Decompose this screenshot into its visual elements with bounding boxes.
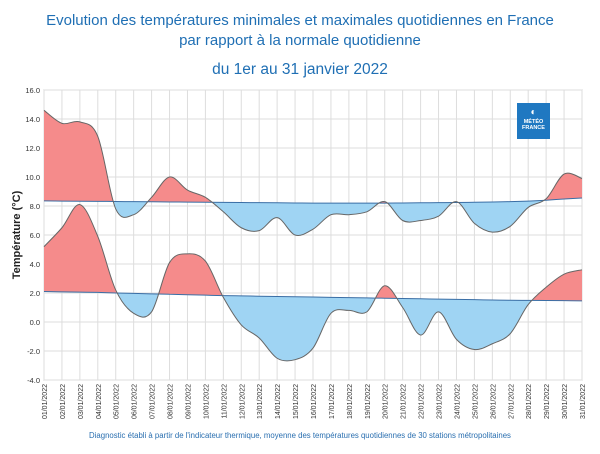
x-tick-label: 17/01/2022 [329, 384, 336, 419]
meteo-france-logo-icon: ◐ MÉTÉO FRANCE [517, 103, 550, 139]
x-tick-label: 03/01/2022 [78, 384, 85, 419]
chart-title-line-1: Evolution des températures minimales et … [46, 12, 554, 29]
logo-line-2: FRANCE [522, 125, 545, 131]
x-tick-label: 26/01/2022 [490, 384, 497, 419]
y-tick-label: 16.0 [25, 86, 40, 95]
x-tick-label: 12/01/2022 [239, 384, 246, 419]
logo-line-1: MÉTÉO [523, 119, 544, 125]
chart-title-line-2: par rapport à la normale quotidienne [179, 32, 421, 49]
axis-layer: -4.0 -2.0 0.0 2.0 4.0 6.0 8.0 10.0 12.0 14.0 16.0 0… [25, 86, 587, 419]
y-axis-label: Température (°C) [11, 190, 23, 279]
x-tick-label: 24/01/2022 [454, 384, 461, 419]
x-tick-label: 13/01/2022 [257, 384, 264, 419]
y-tick-label: -2.0 [27, 347, 40, 356]
y-tick-label: 8.0 [30, 202, 40, 211]
y-tick-label: 2.0 [30, 289, 40, 298]
x-tick-label: 16/01/2022 [311, 384, 318, 419]
tmax-normal-line [43, 197, 583, 204]
x-tick-label: 28/01/2022 [526, 384, 533, 419]
y-tick-label: 10.0 [25, 173, 40, 182]
x-tick-label: 11/01/2022 [221, 384, 228, 419]
x-tick-label: 10/01/2022 [203, 384, 210, 419]
y-tick-label: -4.0 [27, 376, 40, 385]
x-tick-label: 02/01/2022 [60, 384, 67, 419]
x-tick-label: 14/01/2022 [275, 384, 282, 419]
x-tick-label: 05/01/2022 [114, 384, 121, 419]
x-tick-label: 04/01/2022 [96, 384, 103, 419]
tmin-below-normal-area [44, 291, 582, 361]
tmin-series-line [43, 204, 583, 362]
x-tick-label: 06/01/2022 [132, 384, 139, 419]
x-tick-label: 19/01/2022 [365, 384, 372, 419]
tmax-series-line [43, 109, 583, 236]
x-tick-label: 30/01/2022 [562, 384, 569, 419]
x-tick-label: 31/01/2022 [580, 384, 587, 419]
x-tick-label: 15/01/2022 [293, 384, 300, 419]
y-tick-label: 12.0 [25, 144, 40, 153]
x-tick-label: 07/01/2022 [150, 384, 157, 419]
x-tick-label: 20/01/2022 [383, 384, 390, 419]
tmin-normal-line [43, 291, 583, 302]
x-tick-label: 25/01/2022 [472, 384, 479, 419]
line-layer [43, 109, 583, 362]
fill-layer [44, 110, 582, 361]
y-tick-label: 14.0 [25, 115, 40, 124]
x-tick-label: 09/01/2022 [185, 384, 192, 419]
x-tick-label: 27/01/2022 [508, 384, 515, 419]
x-tick-label: 18/01/2022 [347, 384, 354, 419]
y-tick-label: 0.0 [30, 318, 40, 327]
y-tick-label: 6.0 [30, 231, 40, 240]
x-tick-label: 01/01/2022 [42, 384, 49, 419]
x-tick-label: 23/01/2022 [437, 384, 444, 419]
tmax-below-normal-area [44, 198, 582, 236]
y-tick-label: 4.0 [30, 260, 40, 269]
x-tick-label: 29/01/2022 [544, 384, 551, 419]
chart-subtitle-period: du 1er au 31 janvier 2022 [212, 61, 388, 78]
x-tick-label: 21/01/2022 [401, 384, 408, 419]
x-tick-label: 08/01/2022 [168, 384, 175, 419]
x-tick-label: 22/01/2022 [419, 384, 426, 419]
footnote: Diagnostic établi à partir de l'indicate… [89, 431, 511, 440]
